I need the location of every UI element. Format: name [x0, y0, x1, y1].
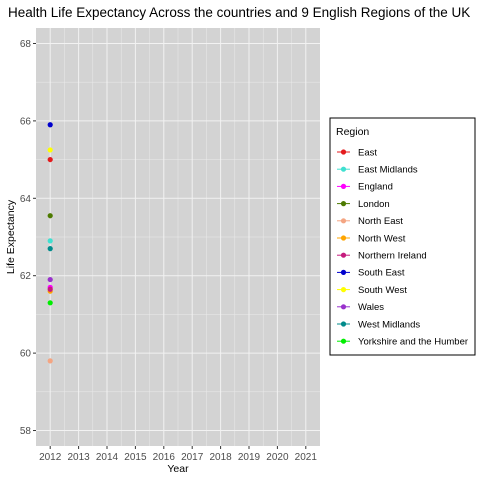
legend-label: England: [358, 182, 393, 193]
x-tick-label: 2017: [181, 452, 204, 463]
data-point: [48, 287, 53, 292]
data-point: [48, 246, 53, 251]
legend-key-point: [341, 167, 346, 172]
legend-key-point: [341, 235, 346, 240]
x-tick-label: 2012: [39, 452, 62, 463]
legend-key-point: [341, 287, 346, 292]
y-tick-label: 62: [20, 271, 32, 282]
legend-label: Northern Ireland: [358, 251, 427, 262]
legend: Region East East Midlands England London Nor…: [330, 118, 475, 355]
x-tick-label: 2014: [96, 452, 119, 463]
data-point: [48, 213, 53, 218]
legend-title: Region: [336, 126, 369, 138]
legend-key-point: [341, 201, 346, 206]
y-axis-title: Life Expectancy: [5, 199, 17, 274]
data-point: [48, 157, 53, 162]
y-axis: 58 60 62 64 66 68: [20, 39, 36, 437]
legend-label: South East: [358, 268, 405, 279]
legend-label: East: [358, 147, 377, 158]
chart-title: Health Life Expectancy Across the countr…: [8, 5, 470, 20]
x-tick-label: 2016: [153, 452, 176, 463]
x-tick-label: 2018: [209, 452, 232, 463]
legend-label: North East: [358, 216, 403, 227]
y-tick-label: 68: [20, 39, 32, 50]
data-point: [48, 122, 53, 127]
data-point: [48, 300, 53, 305]
data-point: [48, 358, 53, 363]
x-tick-label: 2020: [266, 452, 289, 463]
legend-label: Wales: [358, 302, 384, 313]
legend-key-point: [341, 149, 346, 154]
legend-label: London: [358, 199, 390, 210]
legend-key-point: [341, 184, 346, 189]
legend-key-point: [341, 321, 346, 326]
legend-label: South West: [358, 285, 407, 296]
x-axis: 2012 2013 2014 2015 2016 2017 2018 2019 2020 2021: [39, 446, 317, 463]
legend-key-point: [341, 270, 346, 275]
legend-key-point: [341, 339, 346, 344]
legend-label: Yorkshire and the Humber: [358, 337, 468, 348]
legend-label: West Midlands: [358, 319, 420, 330]
legend-key-point: [341, 253, 346, 258]
x-tick-label: 2015: [124, 452, 147, 463]
legend-key-point: [341, 304, 346, 309]
grid: [36, 28, 320, 446]
y-tick-label: 64: [20, 194, 32, 205]
data-point: [48, 277, 53, 282]
x-axis-title: Year: [167, 463, 189, 475]
legend-label: East Midlands: [358, 165, 418, 176]
x-tick-label: 2019: [238, 452, 261, 463]
x-tick-label: 2013: [67, 452, 90, 463]
data-point: [48, 238, 53, 243]
x-tick-label: 2021: [295, 452, 318, 463]
y-tick-label: 58: [20, 426, 32, 437]
y-tick-label: 60: [20, 349, 32, 360]
legend-label: North West: [358, 233, 406, 244]
y-tick-label: 66: [20, 116, 32, 127]
legend-key-point: [341, 218, 346, 223]
data-point: [48, 147, 53, 152]
